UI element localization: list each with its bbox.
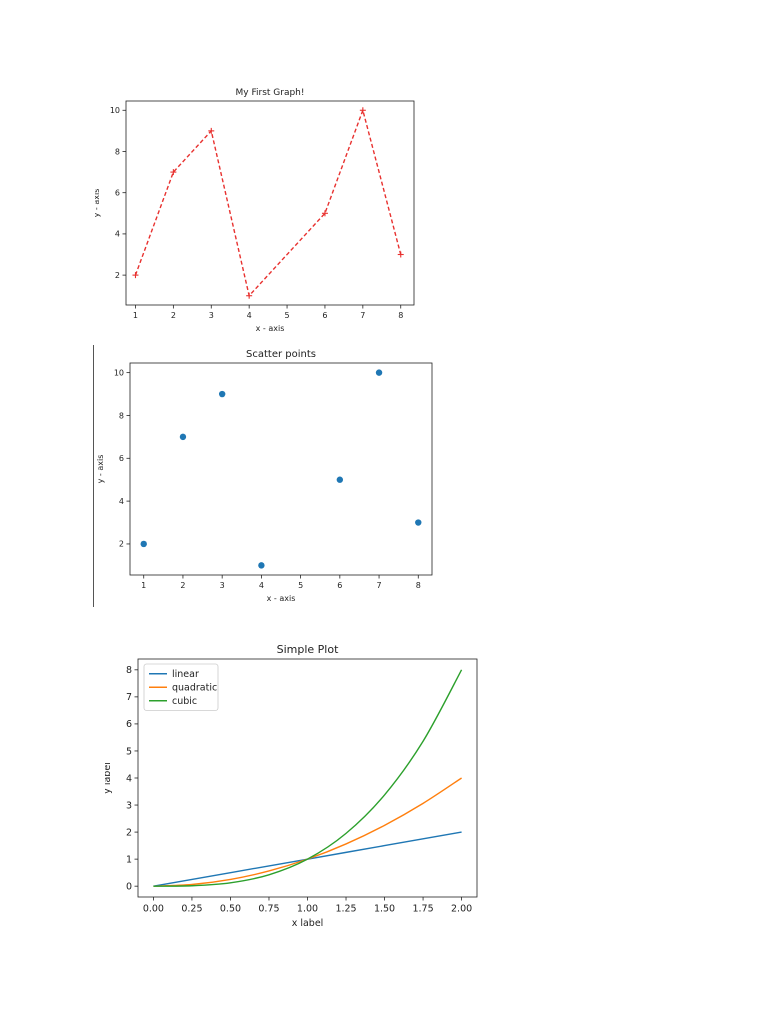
x-tick-label: 1.00	[297, 904, 318, 915]
x-tick-label: 4	[247, 311, 252, 320]
y-tick-label: 10	[114, 368, 124, 377]
y-tick-label: 4	[115, 230, 120, 239]
x-tick-label: 8	[416, 581, 421, 590]
series-line-cubic	[153, 669, 463, 887]
series-line-series-0	[134, 107, 402, 298]
y-tick-label: 8	[126, 665, 132, 676]
data-point	[140, 540, 147, 548]
x-tick-label: 2	[180, 581, 185, 590]
x-tick-label: 2.00	[451, 904, 472, 915]
y-axis-label: y - axis	[95, 189, 101, 218]
x-tick-label: 6	[337, 581, 342, 590]
data-point	[179, 433, 187, 441]
x-tick-label: 1.50	[374, 904, 395, 915]
data-point	[336, 476, 344, 483]
data-point	[258, 562, 265, 569]
x-tick-label: 0.75	[258, 904, 279, 915]
x-tick-label: 0.50	[220, 904, 241, 915]
series-line-quadratic	[153, 777, 462, 887]
line-chart-axes-group: 1 2 3 4 5 6 7 8 2 4 6 8 10 My First Graph! x - axis y -…	[95, 88, 415, 333]
plot-frame	[125, 100, 415, 306]
y-tick-label: 6	[126, 719, 132, 730]
x-tick-label: 8	[398, 311, 403, 320]
x-axis-label: x - axis	[256, 324, 285, 333]
plot-frame	[129, 362, 433, 576]
x-tick-label: 5	[298, 581, 303, 590]
x-tick-label: 1.75	[412, 904, 433, 915]
x-tick-label: 1	[141, 581, 146, 590]
y-tick-label: 4	[126, 773, 132, 784]
data-point	[375, 369, 383, 376]
y-tick-label: 3	[126, 800, 132, 811]
y-tick-label: 1	[126, 854, 132, 865]
chart-title: Simple Plot	[277, 643, 339, 656]
x-axis-label: x - axis	[267, 594, 296, 603]
data-point-marker	[321, 210, 328, 217]
data-point-marker	[246, 292, 253, 299]
legend: linear quadratic cubic	[143, 663, 219, 711]
data-point	[218, 390, 226, 398]
y-tick-label: 8	[119, 411, 124, 420]
simple-plot-figure: 0.00 0.25 0.50 0.75 1.00 1.25 1.50 1.75 2.00 0 1 2 3…	[105, 643, 478, 929]
y-tick-label: 5	[126, 746, 132, 757]
x-tick-label: 1	[133, 311, 138, 320]
legend-label-cubic: cubic	[172, 696, 197, 707]
x-tick-label: 7	[360, 311, 365, 320]
x-tick-label: 4	[259, 581, 264, 590]
data-point-marker	[397, 251, 404, 258]
x-tick-label: 6	[322, 311, 327, 320]
y-tick-label: 2	[126, 827, 132, 838]
x-tick-label: 7	[377, 581, 382, 590]
y-tick-label: 6	[115, 188, 120, 197]
legend-box	[143, 663, 219, 711]
chart-title: Scatter points	[246, 349, 316, 360]
scatter-chart-figure: 1 2 3 4 5 6 7 8 2 4 6 8 10 Scatter points x - axis y - …	[96, 349, 433, 603]
data-point	[415, 519, 422, 526]
y-tick-label: 2	[119, 540, 124, 549]
x-tick-label: 3	[220, 581, 225, 590]
x-tick-label: 2	[171, 311, 176, 320]
simple-plot-axes-group: 0.00 0.25 0.50 0.75 1.00 1.25 1.50 1.75 2.00 0 1 2 3…	[105, 643, 478, 929]
scatter-chart-axes-group: 1 2 3 4 5 6 7 8 2 4 6 8 10 Scatter points x - axis y - …	[96, 349, 433, 603]
x-tick-label: 1.25	[335, 904, 356, 915]
x-tick-label: 0.00	[143, 904, 164, 915]
data-point-marker	[359, 107, 366, 114]
legend-label-quadratic: quadratic	[172, 683, 217, 694]
y-axis-label: y label	[105, 762, 113, 794]
line-chart-figure: 1 2 3 4 5 6 7 8 2 4 6 8 10 My First Graph! x - axis y -…	[95, 88, 415, 333]
data-point-marker	[132, 272, 139, 279]
data-point-marker	[208, 127, 215, 134]
y-tick-label: 0	[126, 882, 132, 893]
chart-title: My First Graph!	[236, 88, 305, 98]
y-tick-label: 6	[119, 454, 124, 463]
y-tick-label: 2	[115, 271, 120, 280]
left-border-line	[93, 345, 94, 607]
y-tick-label: 10	[110, 106, 120, 115]
legend-label-linear: linear	[172, 669, 199, 680]
y-tick-label: 8	[115, 147, 120, 156]
x-tick-label: 3	[209, 311, 214, 320]
data-point-marker	[170, 169, 177, 176]
y-tick-label: 7	[126, 692, 132, 703]
x-tick-label: 0.25	[181, 904, 202, 915]
x-tick-label: 5	[285, 311, 290, 320]
y-tick-label: 4	[119, 497, 124, 506]
y-axis-label: y - axis	[96, 455, 105, 484]
x-axis-label: x label	[292, 918, 324, 929]
